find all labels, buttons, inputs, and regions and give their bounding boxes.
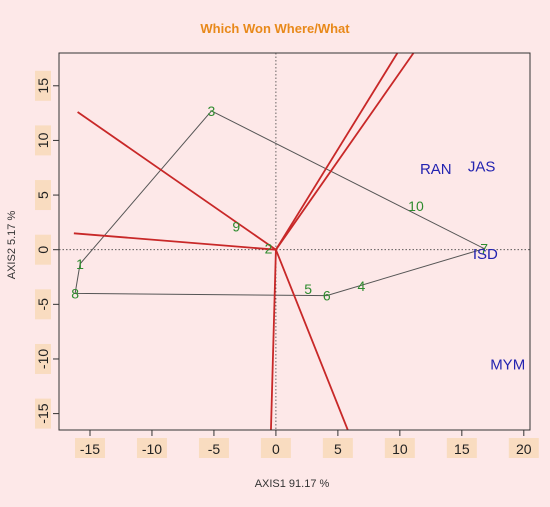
genotype-label-7: 7 (480, 241, 488, 257)
genotype-labels: 1 2 3 4 5 6 7 8 9 10 (71, 103, 488, 304)
genotype-label-9: 9 (232, 219, 240, 235)
genotype-label-10: 10 (408, 198, 424, 214)
polygon-layer (74, 110, 486, 297)
x-tick-label-bg (136, 438, 167, 458)
x-tick-label: -5 (208, 441, 221, 457)
y-tick-label-bg (35, 234, 51, 265)
ray-line-1 (77, 111, 277, 251)
ray-line-3 (275, 52, 399, 251)
y-tick-label: -5 (35, 298, 51, 311)
x-tick-label: 0 (272, 441, 280, 457)
ray-line-6 (275, 249, 349, 431)
genotype-label-3: 3 (208, 103, 216, 119)
plot-frame (58, 52, 531, 431)
x-tick-label: 20 (516, 441, 532, 457)
x-tick-label-bg (74, 438, 105, 458)
x-tick-label-bg (508, 438, 539, 458)
x-tick-label: -10 (142, 441, 162, 457)
ray-line-4 (275, 52, 415, 251)
environment-label-jas: JAS (468, 159, 496, 176)
y-axis-ticks: -15 -10 -5 0 5 10 15 (35, 70, 59, 429)
genotype-label-6: 6 (323, 288, 331, 304)
x-axis-label: AXIS1 91.17 % (255, 478, 330, 490)
chart-title: Which Won Where/What (200, 21, 350, 36)
reference-lines (59, 53, 530, 430)
environment-label-isd: ISD (473, 246, 498, 263)
y-tick-label-bg (35, 398, 51, 429)
y-tick-label-bg (35, 125, 51, 156)
y-tick-label: 10 (35, 132, 51, 148)
y-tick-label-bg (35, 289, 51, 320)
y-tick-label-bg (35, 180, 51, 211)
environment-labels: RAN JAS ISD MYM (420, 159, 525, 374)
environment-label-mym: MYM (490, 356, 525, 373)
x-tick-label-bg (446, 438, 477, 458)
x-tick-label-bg (260, 438, 291, 458)
polygon-hull (74, 110, 486, 297)
x-tick-label: 5 (334, 441, 342, 457)
y-tick-label: -10 (35, 349, 51, 369)
ray-line-5 (270, 249, 277, 431)
y-tick-label: 5 (35, 191, 51, 199)
y-axis-label: AXIS2 5.17 % (6, 211, 18, 280)
genotype-label-5: 5 (304, 281, 312, 297)
y-tick-label-bg (35, 70, 51, 101)
environment-label-ran: RAN (420, 161, 452, 178)
genotype-label-8: 8 (71, 285, 79, 301)
ray-line-2 (73, 232, 276, 251)
x-tick-label-bg (384, 438, 415, 458)
y-tick-label-bg (35, 343, 51, 374)
x-tick-label: 15 (454, 441, 470, 457)
ray-layer (73, 52, 415, 431)
genotype-label-1: 1 (76, 256, 84, 272)
y-tick-label: 0 (35, 246, 51, 254)
x-tick-label-bg (322, 438, 353, 458)
x-tick-label: -15 (80, 441, 100, 457)
y-tick-label: 15 (35, 78, 51, 94)
x-tick-label-bg (198, 438, 229, 458)
x-tick-label: 10 (392, 441, 408, 457)
x-axis-ticks: -15 -10 -5 0 5 10 15 20 (74, 430, 539, 458)
y-tick-label: -15 (35, 403, 51, 423)
genotype-label-4: 4 (358, 278, 366, 294)
genotype-label-2: 2 (265, 241, 273, 257)
